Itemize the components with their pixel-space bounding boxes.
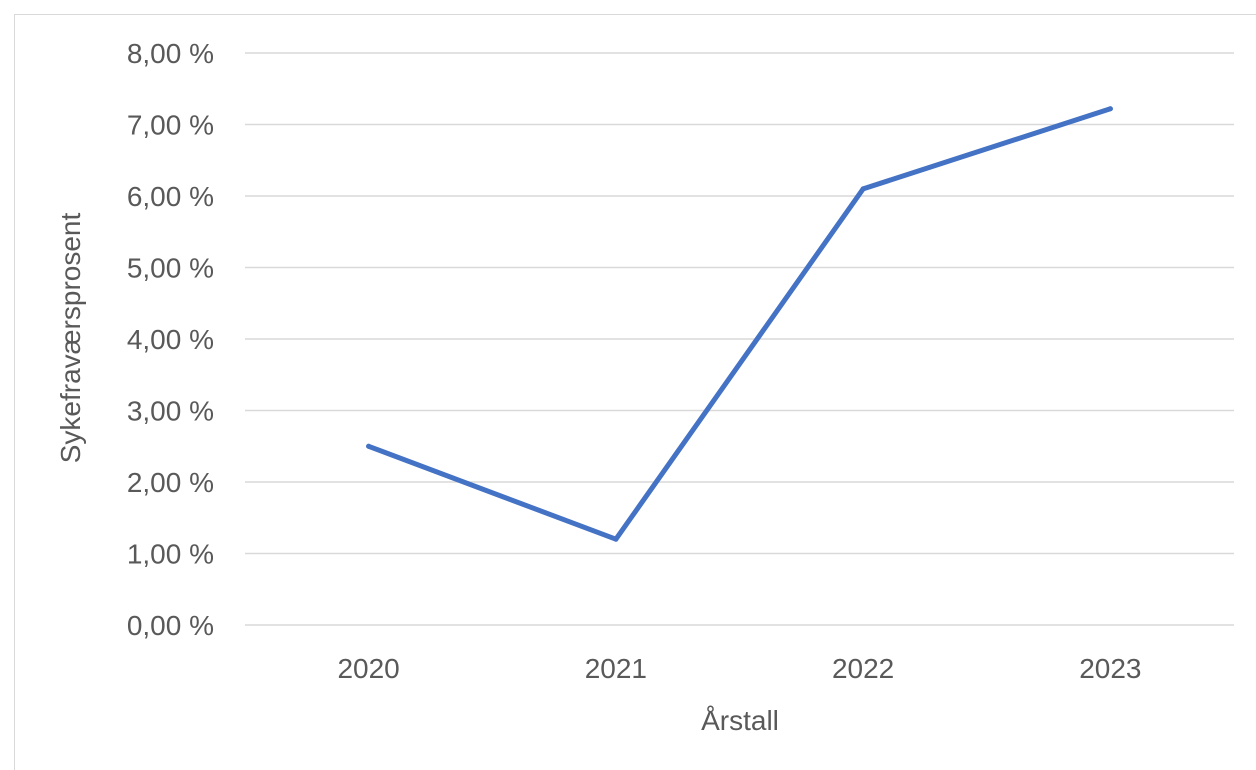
x-tick-label: 2022: [832, 653, 894, 684]
y-tick-label: 2,00 %: [127, 467, 214, 498]
y-tick-label: 1,00 %: [127, 539, 214, 570]
y-axis-tick-labels: 0,00 % 1,00 % 2,00 % 3,00 % 4,00 % 5,00 % 6,00…: [127, 38, 214, 641]
y-tick-label: 7,00 %: [127, 110, 214, 141]
y-tick-label: 6,00 %: [127, 181, 214, 212]
x-tick-label: 2023: [1079, 653, 1141, 684]
data-point: [860, 186, 866, 192]
y-tick-label: 4,00 %: [127, 324, 214, 355]
y-tick-label: 3,00 %: [127, 396, 214, 427]
y-tick-label: 0,00 %: [127, 610, 214, 641]
x-axis-tick-labels: 2020 2021 2022 2023: [337, 653, 1141, 684]
x-tick-label: 2020: [337, 653, 399, 684]
data-point: [366, 443, 372, 449]
data-point: [613, 536, 619, 542]
gridlines: [245, 52, 1234, 626]
chart-frame: [14, 14, 1256, 770]
series-layer: [366, 106, 1113, 542]
y-tick-label: 8,00 %: [127, 38, 214, 69]
y-tick-label: 5,00 %: [127, 253, 214, 284]
y-axis-title: Sykefraværsprosent: [55, 213, 86, 464]
x-tick-label: 2021: [585, 653, 647, 684]
data-point: [1107, 106, 1113, 112]
x-axis-title: Årstall: [701, 705, 779, 736]
series-line: [366, 106, 1113, 542]
